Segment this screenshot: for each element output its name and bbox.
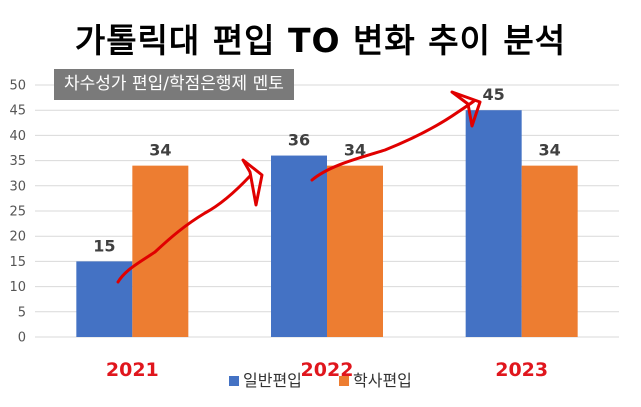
- data-label: 15: [93, 236, 115, 255]
- data-label: 34: [149, 141, 171, 160]
- x-category-label: 2022: [301, 359, 354, 381]
- data-label: 45: [483, 85, 505, 104]
- y-tick-label: 20: [9, 230, 26, 245]
- legend-swatch: [229, 376, 239, 386]
- bar-일반편입-2022: [271, 155, 327, 337]
- hand-drawn-arrows: [116, 90, 482, 284]
- x-category-label: 2023: [495, 359, 548, 381]
- y-tick-label: 25: [9, 205, 26, 220]
- bar-학사편입-2022: [327, 165, 383, 337]
- red-arrowhead-1: [241, 158, 264, 207]
- chart-title: 가톨릭대 편입 TO 변화 추이 분석: [74, 21, 567, 60]
- chart-subtitle-banner: 차수성가 편입/학점은행제 멘토: [54, 69, 294, 100]
- legend-label: 일반편입: [243, 371, 302, 390]
- bar-학사편입-2021: [132, 165, 189, 337]
- data-label: 34: [539, 141, 561, 160]
- y-tick-label: 15: [9, 255, 26, 270]
- legend: 일반편입 학사편입: [229, 371, 412, 390]
- y-tick-label: 30: [9, 179, 26, 194]
- labels: 0 5 10 15 20 25 30 35 40 45 50 15 34 2021 36 34 2022 45 34…: [9, 79, 560, 382]
- bar-학사편입-2023: [521, 165, 578, 337]
- data-label: 34: [344, 141, 366, 160]
- y-tick-label: 0: [18, 331, 26, 346]
- y-tick-label: 5: [18, 305, 26, 320]
- y-tick-label: 35: [9, 154, 26, 169]
- legend-label: 학사편입: [353, 371, 412, 390]
- x-category-label: 2021: [106, 359, 159, 381]
- legend-swatch: [339, 376, 349, 386]
- red-arrow-line-2: [310, 99, 476, 182]
- red-arrow-line-1: [116, 174, 252, 284]
- y-tick-label: 10: [9, 280, 26, 295]
- y-tick-label: 50: [9, 79, 26, 94]
- y-tick-label: 40: [9, 129, 26, 144]
- bars: [76, 110, 578, 337]
- red-arrowhead-2: [450, 90, 482, 128]
- bar-일반편입-2023: [465, 110, 522, 337]
- data-label: 36: [288, 131, 310, 150]
- y-tick-label: 45: [9, 104, 26, 119]
